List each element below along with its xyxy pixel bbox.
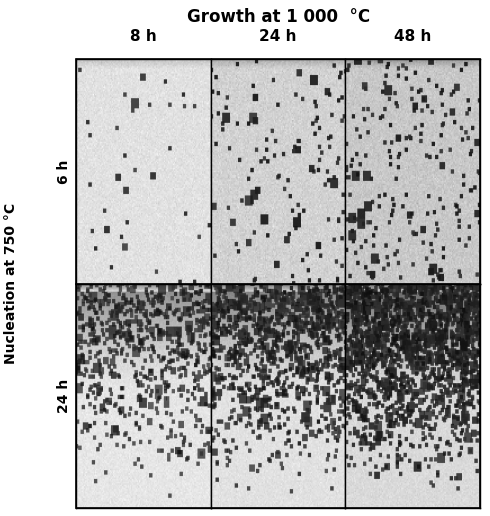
Text: 24 h: 24 h <box>57 379 71 413</box>
Text: Growth at 1 000  °C: Growth at 1 000 °C <box>187 8 369 26</box>
Text: 24 h: 24 h <box>259 29 297 44</box>
Text: 6 h: 6 h <box>57 159 71 184</box>
Text: 48 h: 48 h <box>394 29 432 44</box>
Text: Nucleation at 750 °C: Nucleation at 750 °C <box>4 203 18 364</box>
Text: 8 h: 8 h <box>130 29 157 44</box>
